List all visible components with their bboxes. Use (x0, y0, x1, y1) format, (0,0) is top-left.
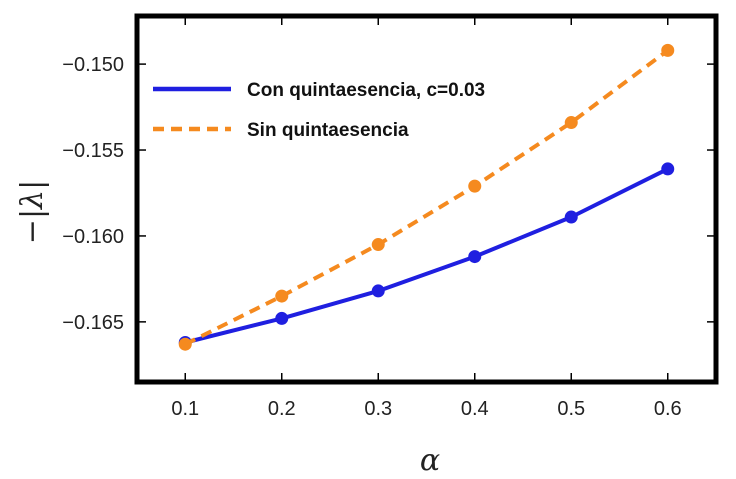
plot-frame (134, 13, 719, 385)
y-tick-label: −0.160 (62, 226, 124, 248)
plot-area (178, 43, 675, 351)
x-tick-label: 0.4 (461, 398, 489, 420)
y-axis: −0.165 −0.160 −0.155 −0.150 (62, 54, 716, 334)
y-tick-label: −0.150 (62, 54, 124, 76)
y-tick-label: −0.165 (62, 312, 124, 334)
series-1-point (661, 162, 675, 176)
series-2-point (468, 179, 482, 193)
legend-label-series-1: Con quintaesencia, c=0.03 (247, 80, 485, 101)
series-1-point (468, 250, 482, 264)
x-tick-label: 0.1 (171, 398, 199, 420)
series-2-point (275, 289, 289, 303)
x-axis: 0.1 0.2 0.3 0.4 0.5 0.6 (171, 16, 682, 420)
series-2-line (184, 48, 669, 346)
series-1-point (371, 284, 385, 298)
series-1-point (275, 311, 289, 325)
x-tick-label: 0.5 (557, 398, 585, 420)
x-tick-label: 0.3 (364, 398, 392, 420)
y-tick-label: −0.155 (62, 140, 124, 162)
series-2-point (661, 43, 675, 57)
legend-label-series-2: Sin quintaesencia (247, 120, 409, 141)
series-1-point (564, 210, 578, 224)
series-2-point (178, 337, 192, 351)
series-2-point (371, 238, 385, 252)
series-2-point (564, 116, 578, 130)
legend: Con quintaesencia, c=0.03 Sin quintaesen… (153, 80, 485, 141)
x-axis-label: α (420, 443, 440, 478)
x-tick-label: 0.6 (654, 398, 682, 420)
x-tick-label: 0.2 (268, 398, 296, 420)
series-1-line (184, 167, 669, 345)
y-axis-label: −|λ| (15, 180, 50, 244)
